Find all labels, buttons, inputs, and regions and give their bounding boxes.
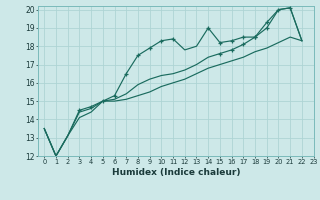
X-axis label: Humidex (Indice chaleur): Humidex (Indice chaleur)	[112, 168, 240, 177]
